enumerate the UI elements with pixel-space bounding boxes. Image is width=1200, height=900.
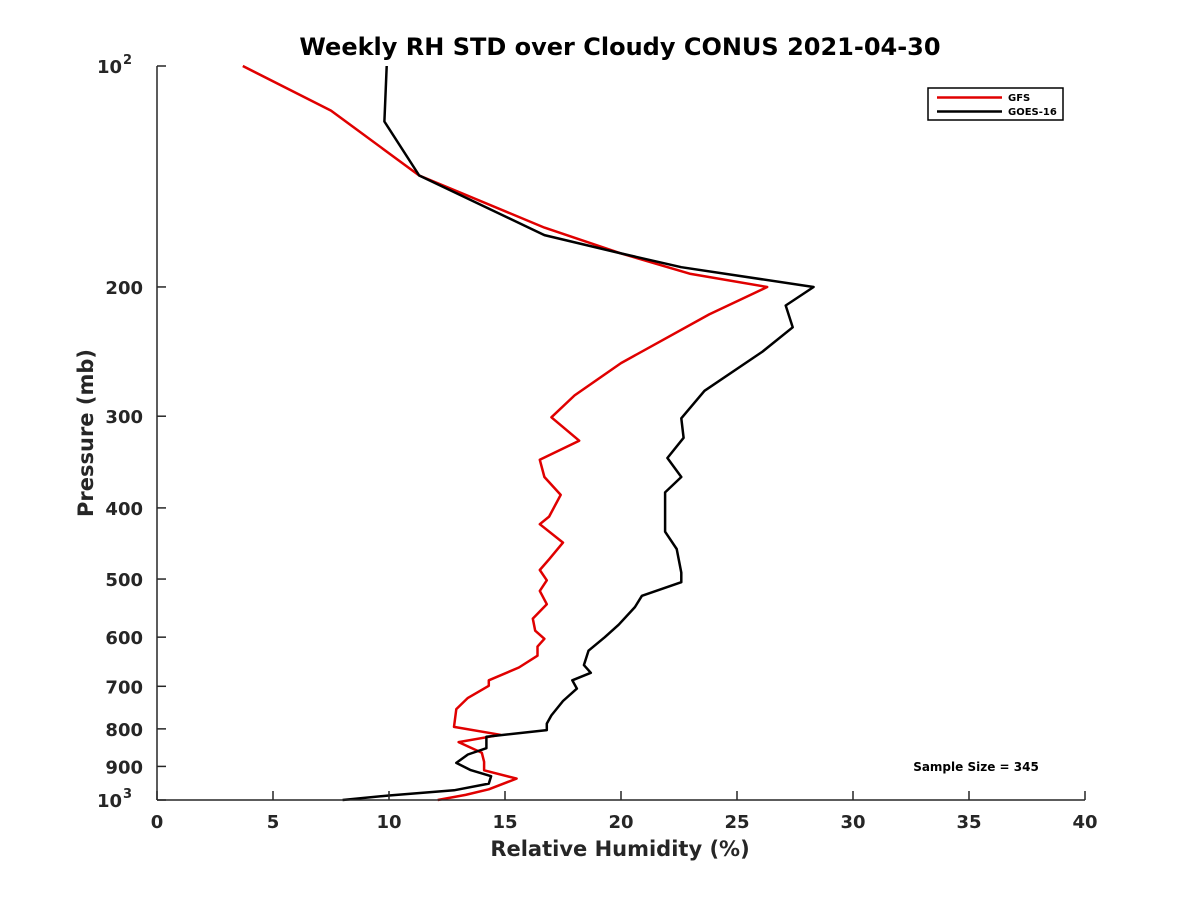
series-layer (242, 64, 815, 802)
y-tick-label: 400 (105, 499, 143, 520)
legend-label-goes16: GOES-16 (1008, 107, 1057, 118)
legend-box (927, 87, 1064, 121)
x-tick-label: 25 (724, 812, 749, 833)
y-tick-label: 10 (97, 57, 122, 78)
legend: GFS GOES-16 (927, 87, 1064, 121)
y-tick-label: 900 (105, 757, 143, 778)
x-tick-label: 40 (1072, 812, 1097, 833)
y-tick-label: 500 (105, 570, 143, 591)
sample-size-annotation: Sample Size = 345 (913, 760, 1039, 774)
x-tick-label: 0 (151, 812, 164, 833)
x-tick-label: 15 (492, 812, 517, 833)
y-tick-exponent: 3 (123, 787, 132, 802)
y-tick-label: 200 (105, 278, 143, 299)
x-tick-label: 30 (840, 812, 865, 833)
x-tick-label: 5 (267, 812, 280, 833)
y-tick-exponent: 2 (123, 53, 132, 68)
x-tick-label: 10 (376, 812, 401, 833)
x-tick-label: 35 (956, 812, 981, 833)
y-tick-label: 300 (105, 407, 143, 428)
x-axis-label: Relative Humidity (%) (490, 837, 749, 861)
chart-title: Weekly RH STD over Cloudy CONUS 2021-04-… (299, 33, 940, 61)
y-tick-label: 700 (105, 677, 143, 698)
series-line-goes16 (342, 65, 815, 802)
y-tick-label: 10 (97, 791, 122, 812)
y-tick-label: 800 (105, 720, 143, 741)
y-axis-label: Pressure (mb) (74, 349, 98, 517)
x-tick-label: 20 (608, 812, 633, 833)
y-tick-label: 600 (105, 628, 143, 649)
legend-label-gfs: GFS (1008, 93, 1030, 104)
series-line-gfs (242, 64, 769, 802)
